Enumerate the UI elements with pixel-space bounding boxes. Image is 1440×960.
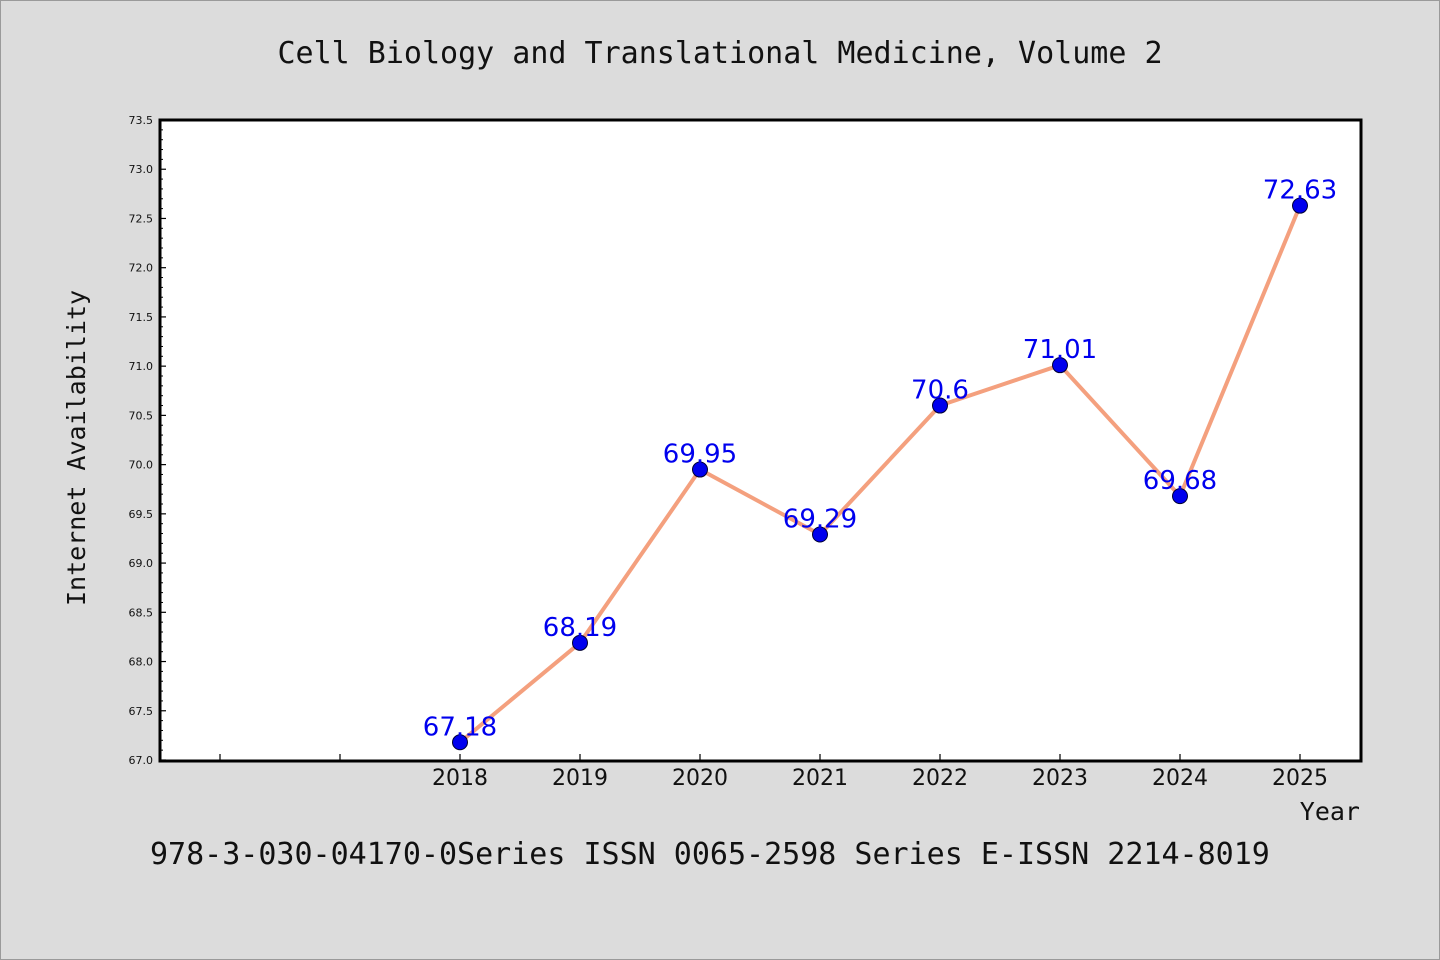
data-label: 70.6 <box>911 376 969 406</box>
x-axis: 2018 2019 2020 2021 2022 2023 2024 2025 <box>219 754 1328 791</box>
data-label: 68.19 <box>543 613 617 643</box>
y-tick-label: 73.0 <box>129 163 154 176</box>
y-tick-label: 68.0 <box>129 656 154 669</box>
data-label: 69.68 <box>1143 466 1217 496</box>
data-point <box>452 734 468 751</box>
x-tick-label: 2019 <box>552 766 608 791</box>
data-label: 67.18 <box>423 712 497 742</box>
data-point <box>1292 197 1308 214</box>
data-label: 69.95 <box>663 440 737 470</box>
x-axis-label: Year <box>1300 797 1360 826</box>
y-tick-label: 71.0 <box>129 360 154 373</box>
y-tick-label: 70.0 <box>129 459 154 472</box>
y-tick-label: 73.5 <box>129 114 154 127</box>
plot-area <box>160 120 1361 761</box>
y-tick-label: 68.5 <box>129 606 154 619</box>
y-tick-label: 69.0 <box>129 557 154 570</box>
data-point <box>692 461 708 478</box>
data-point <box>932 397 948 414</box>
x-tick-label: 2021 <box>792 766 848 791</box>
data-label: 71.01 <box>1023 335 1097 365</box>
y-axis-label: Internet Availability <box>62 290 91 606</box>
y-tick-label: 69.5 <box>129 508 154 521</box>
y-tick-label: 67.5 <box>129 705 154 718</box>
data-label: 72.63 <box>1263 176 1337 206</box>
data-point <box>1052 357 1068 374</box>
y-tick-label: 71.5 <box>129 311 154 324</box>
x-tick-label: 2020 <box>672 766 728 791</box>
x-tick-label: 2022 <box>912 766 968 791</box>
data-point <box>812 526 828 543</box>
chart-title: Cell Biology and Translational Medicine,… <box>277 36 1162 71</box>
plot-frame <box>158 118 1363 763</box>
data-point <box>572 634 588 651</box>
y-tick-label: 72.0 <box>129 262 154 275</box>
y-axis: 67.0 67.5 68.0 68.5 69.0 69.5 70.0 70.5 71.0 71.5… <box>129 114 166 767</box>
x-tick-label: 2023 <box>1032 766 1088 791</box>
y-tick-label: 70.5 <box>129 409 154 422</box>
y-tick-label: 67.0 <box>129 754 154 767</box>
series-line <box>458 204 1302 744</box>
data-label: 69.29 <box>783 505 857 535</box>
data-point <box>1172 488 1188 505</box>
y-tick-label: 72.5 <box>129 212 154 225</box>
footer-isbn-issn: 978-3-030-04170-0Series ISSN 0065-2598 S… <box>150 837 1270 872</box>
x-tick-label: 2025 <box>1272 766 1328 791</box>
x-tick-label: 2018 <box>432 766 488 791</box>
x-tick-label: 2024 <box>1152 766 1208 791</box>
data-series: 67.18 68.19 69.95 69.29 70.6 71.01 69.68 72.63 <box>423 176 1337 751</box>
